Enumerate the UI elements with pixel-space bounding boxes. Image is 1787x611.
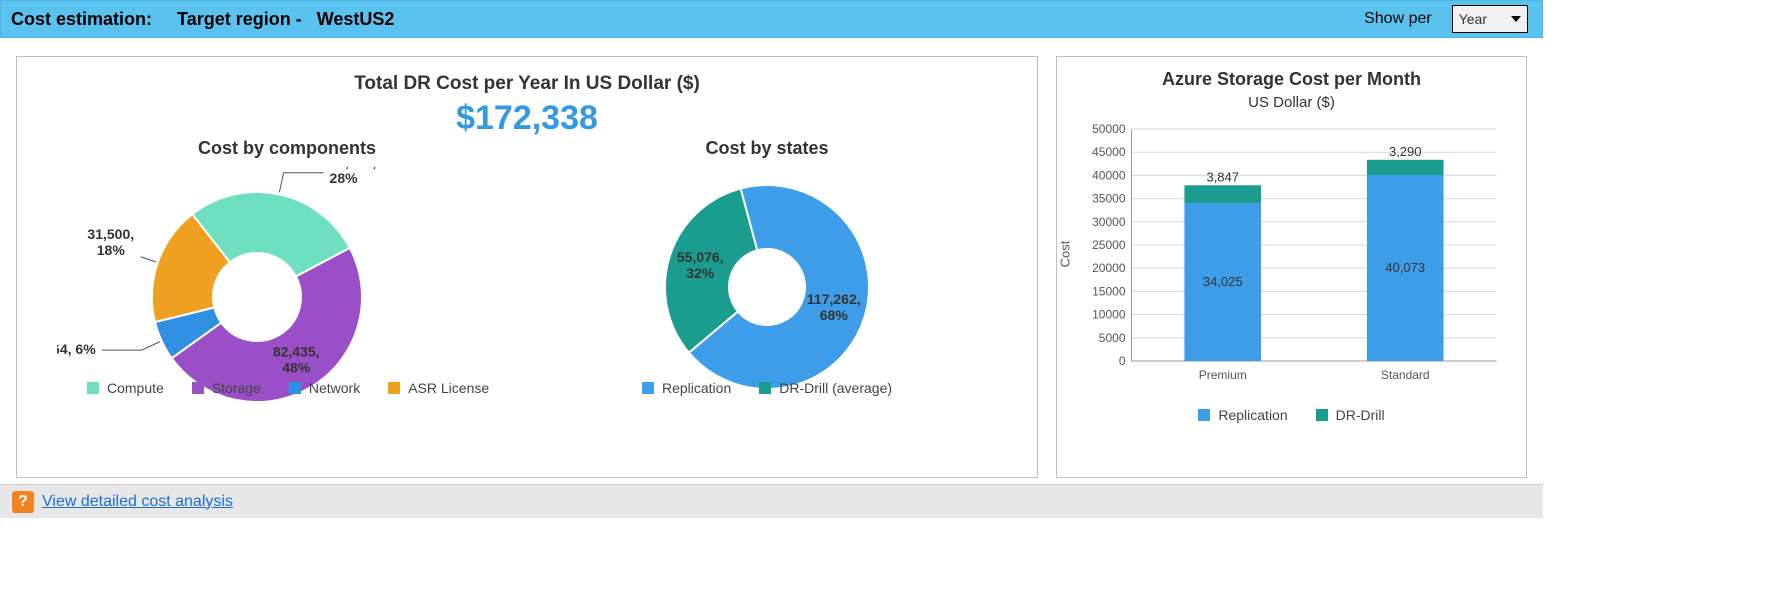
svg-text:5000: 5000 (1099, 331, 1126, 345)
legend-item: Replication (642, 380, 731, 396)
bar-chart-title: Azure Storage Cost per Month (1057, 69, 1526, 90)
panel-cost-pies: Total DR Cost per Year In US Dollar ($) … (16, 56, 1038, 478)
bar-chart-svg: 0 5000 10000 15000 20000 25000 30000 35000 40000… (1075, 119, 1508, 389)
legend-states: Replication DR-Drill (average) (537, 380, 997, 396)
show-per-select[interactable]: Year (1452, 5, 1528, 33)
svg-text:35000: 35000 (1092, 192, 1126, 206)
svg-text:Standard: Standard (1381, 368, 1430, 382)
chevron-down-icon (1511, 16, 1521, 22)
svg-text:25000: 25000 (1092, 238, 1126, 252)
svg-text:15000: 15000 (1092, 284, 1126, 298)
detailed-cost-link[interactable]: View detailed cost analysis (42, 493, 233, 511)
donut-states-title: Cost by states (537, 138, 997, 159)
header-title-prefix: Cost estimation: (11, 9, 152, 29)
panel-storage-bar: Azure Storage Cost per Month US Dollar (… (1056, 56, 1527, 478)
total-cost-title: Total DR Cost per Year In US Dollar ($) (17, 73, 1037, 95)
footer-bar: ? View detailed cost analysis (0, 484, 1543, 518)
legend-item: ASR License (388, 380, 489, 396)
header-region-value: WestUS2 (317, 9, 395, 29)
legend-item: DR-Drill (1316, 407, 1385, 423)
bar-legend: Replication DR-Drill (1057, 407, 1526, 423)
svg-text:30000: 30000 (1092, 215, 1126, 229)
donut-components-title: Cost by components (57, 138, 517, 159)
svg-text:50000: 50000 (1092, 122, 1126, 136)
svg-text:40000: 40000 (1092, 168, 1126, 182)
legend-item: Storage (192, 380, 261, 396)
donut-states-svg: 117,262,68%55,076,32% (537, 167, 997, 407)
legend-item: Network (289, 380, 360, 396)
donut-cost-by-states: Cost by states 117,262,68%55,076,32% Rep… (537, 138, 997, 410)
donut-components-svg: 47,939,28%82,435,48%10,464, 6%31,500,18% (57, 167, 517, 407)
svg-text:47,939,28%: 47,939,28% (330, 167, 377, 186)
svg-text:31,500,18%: 31,500,18% (87, 226, 134, 258)
svg-text:10,464, 6%: 10,464, 6% (57, 341, 96, 357)
show-per-value: Year (1459, 11, 1487, 27)
legend-item: Replication (1198, 407, 1287, 423)
show-per-label: Show per (1364, 10, 1432, 28)
donut-cost-by-components: Cost by components 47,939,28%82,435,48%1… (57, 138, 517, 410)
svg-text:0: 0 (1119, 354, 1126, 368)
legend-item: DR-Drill (average) (759, 380, 892, 396)
bar-y-axis-label: Cost (1058, 241, 1073, 268)
svg-text:10000: 10000 (1092, 308, 1126, 322)
bar-chart-subtitle: US Dollar ($) (1057, 94, 1526, 111)
legend-item: Compute (87, 380, 164, 396)
svg-text:34,025: 34,025 (1203, 274, 1243, 289)
header-title: Cost estimation: Target region - WestUS2 (11, 9, 1364, 30)
header-region-label: Target region - (177, 9, 302, 29)
header-bar: Cost estimation: Target region - WestUS2… (0, 0, 1543, 38)
help-icon: ? (12, 491, 34, 513)
svg-text:45000: 45000 (1092, 145, 1126, 159)
svg-text:3,290: 3,290 (1389, 144, 1422, 159)
svg-text:40,073: 40,073 (1385, 260, 1425, 275)
total-cost-value: $172,338 (17, 99, 1037, 138)
svg-text:3,847: 3,847 (1206, 169, 1239, 184)
svg-text:20000: 20000 (1092, 261, 1126, 275)
svg-text:Premium: Premium (1199, 368, 1247, 382)
